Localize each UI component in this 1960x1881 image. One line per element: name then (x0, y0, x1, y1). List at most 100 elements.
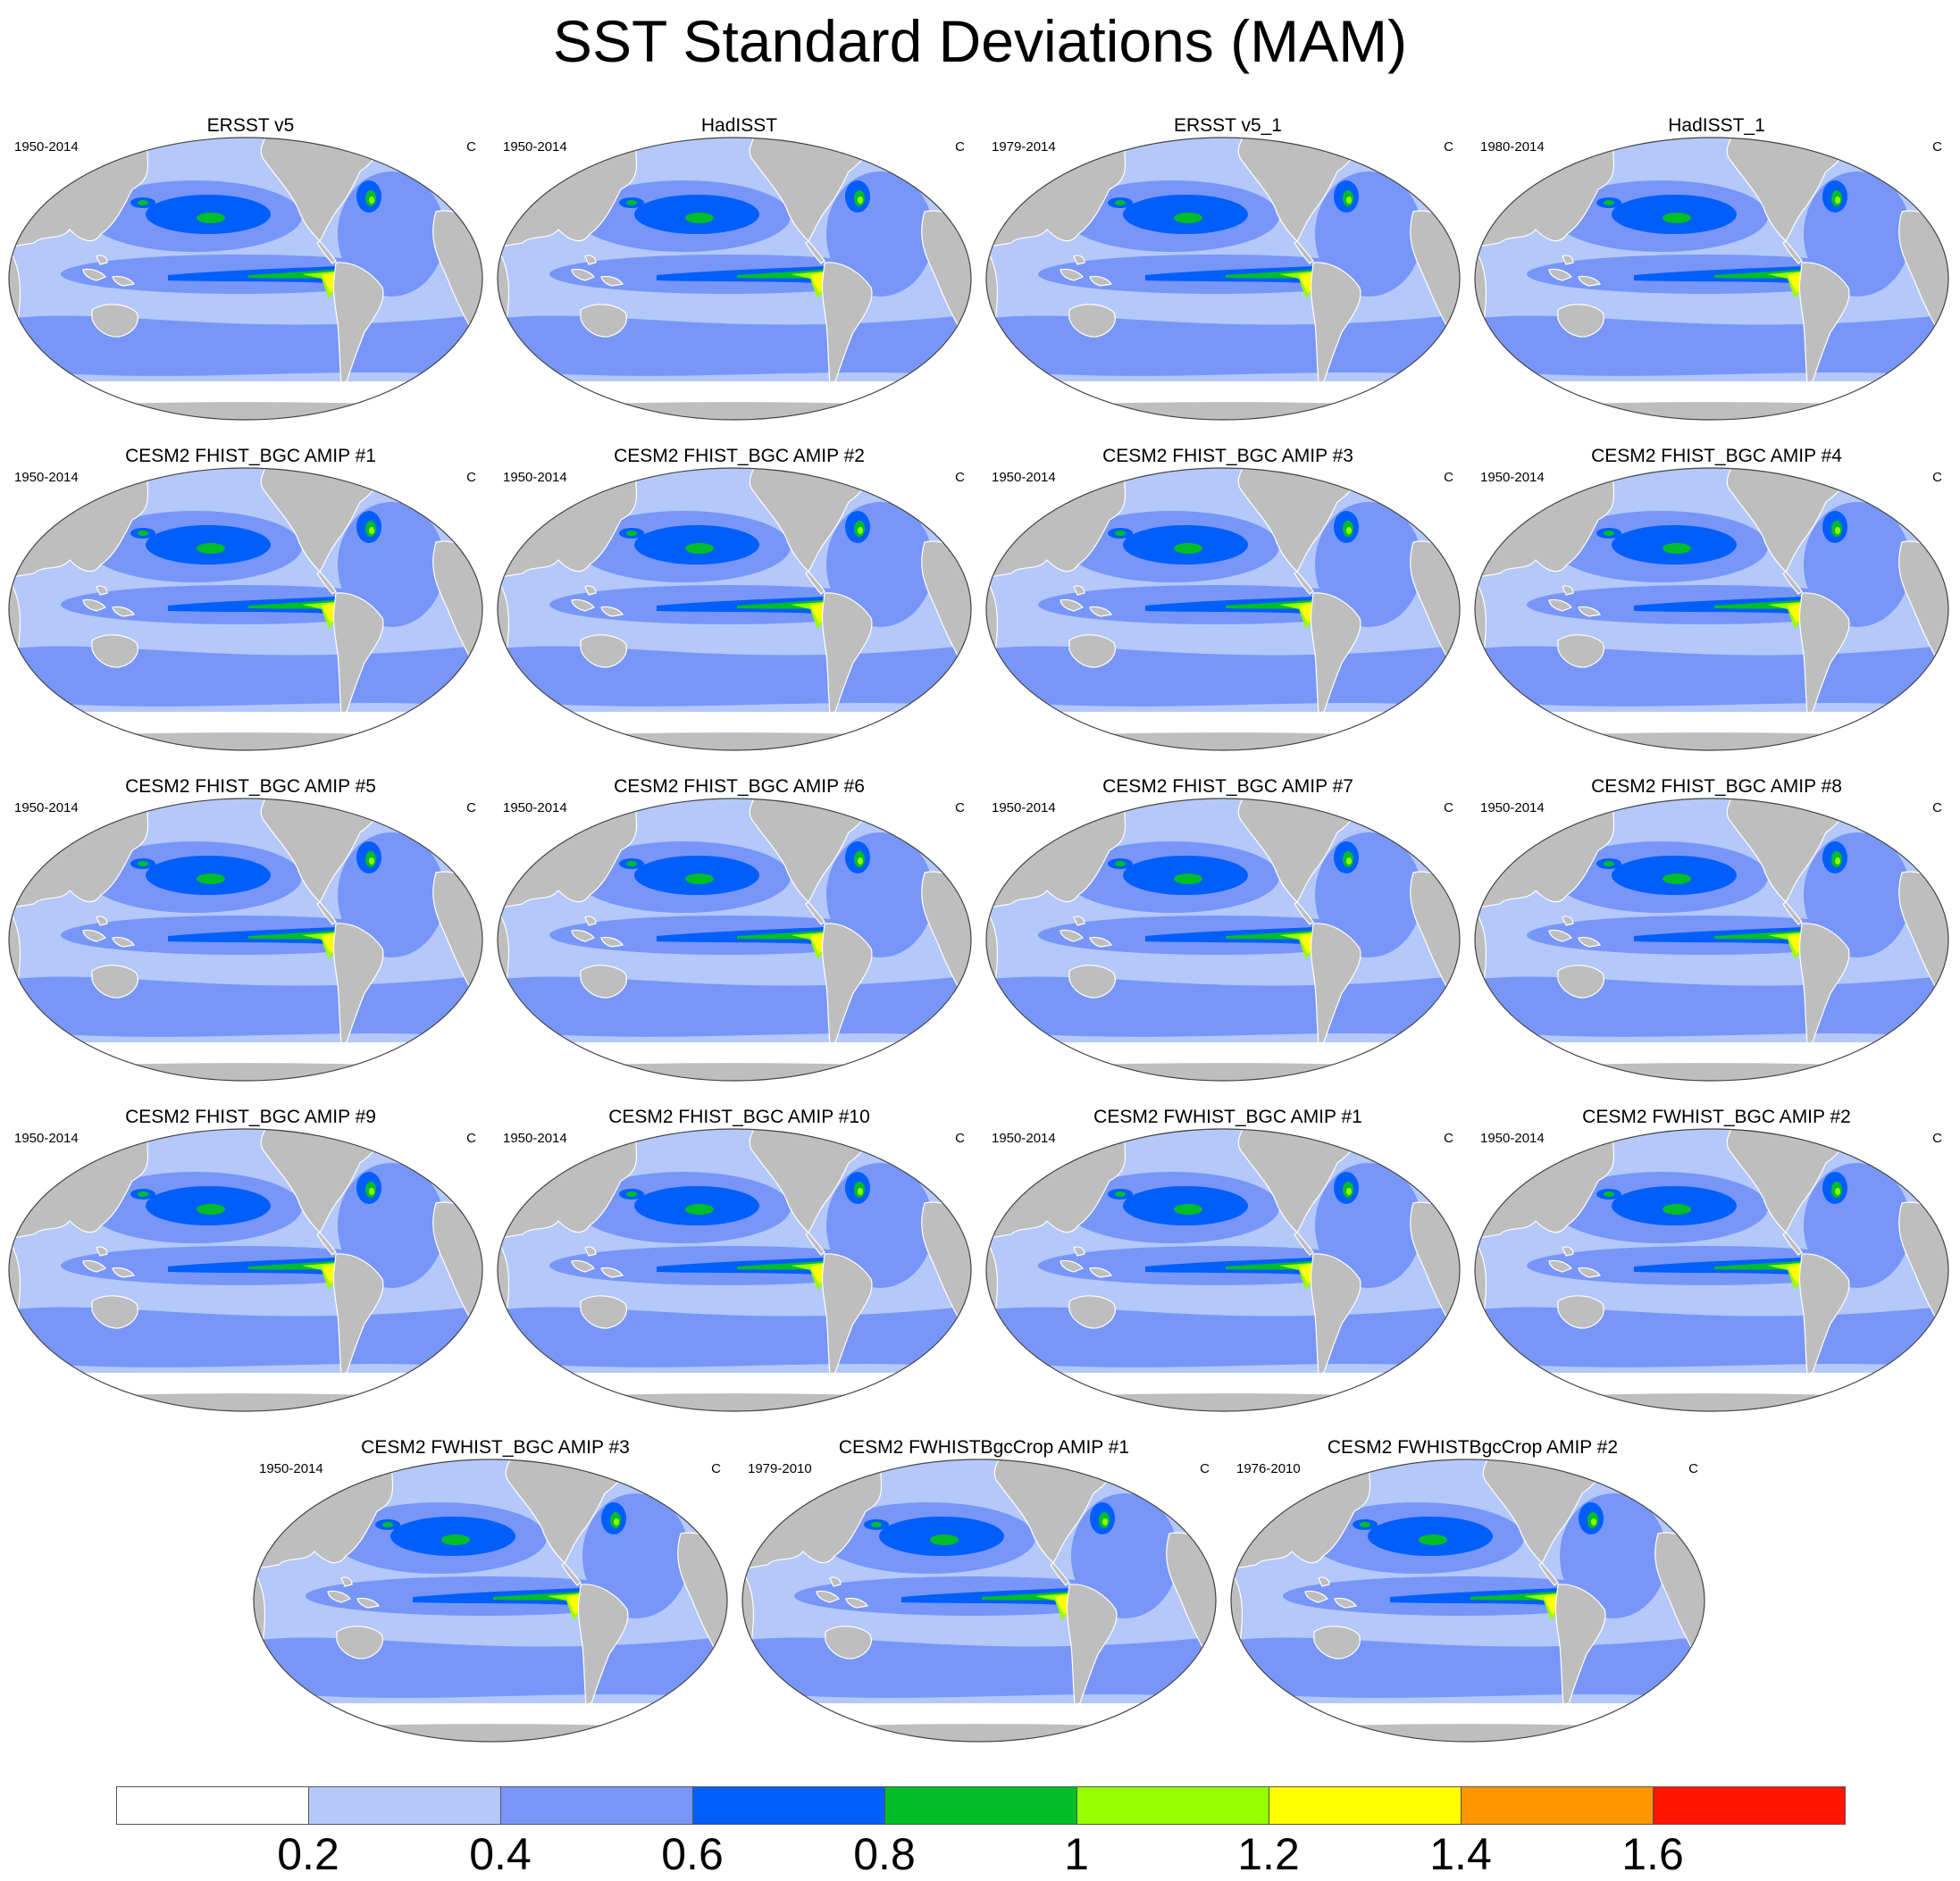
panel-units: C (1444, 470, 1453, 485)
panel-title: CESM2 FHIST_BGC AMIP #8 (1591, 776, 1842, 797)
robinson-map (497, 1128, 972, 1412)
panel-year-range: 1950-2014 (1480, 800, 1545, 815)
map-panel: CESM2 FHIST_BGC AMIP #7 1950-2014 C (984, 775, 1471, 1106)
robinson-map (497, 137, 972, 421)
robinson-map (1230, 1459, 1705, 1743)
panel-title: CESM2 FHIST_BGC AMIP #4 (1591, 446, 1842, 466)
panel-title: CESM2 FHIST_BGC AMIP #1 (125, 446, 376, 466)
robinson-map (253, 1459, 728, 1743)
panel-title: ERSST v5 (206, 115, 295, 136)
colorbar-tick-label: 1.4 (1429, 1829, 1492, 1879)
panel-units: C (1932, 139, 1942, 155)
colorbar-swatch (1461, 1786, 1654, 1825)
panel-year-range: 1950-2014 (14, 1131, 79, 1146)
panel-units: C (1444, 800, 1453, 815)
colorbar-tick-label: 1.6 (1621, 1829, 1684, 1879)
robinson-map (741, 1459, 1217, 1743)
panel-year-range: 1950-2014 (503, 139, 567, 155)
robinson-map (497, 467, 972, 751)
map-panel: CESM2 FHIST_BGC AMIP #5 1950-2014 C (7, 775, 494, 1106)
robinson-map (985, 1128, 1461, 1412)
panel-year-range: 1980-2014 (1480, 139, 1545, 155)
panel-year-range: 1950-2014 (1480, 470, 1545, 485)
robinson-map (8, 467, 483, 751)
panel-year-range: 1950-2014 (992, 800, 1056, 815)
map-panel: ERSST v5 1950-2014 C (7, 114, 494, 445)
panel-units: C (955, 800, 965, 815)
panel-title: CESM2 FHIST_BGC AMIP #2 (614, 446, 865, 466)
map-panel: CESM2 FWHISTBgcCrop AMIP #2 1976-2010 C (1229, 1436, 1716, 1767)
map-panel: HadISST 1950-2014 C (496, 114, 983, 445)
colorbar-tick-label: 0.6 (661, 1829, 724, 1879)
map-panel: ERSST v5_1 1979-2014 C (984, 114, 1471, 445)
panel-year-range: 1950-2014 (992, 470, 1056, 485)
panel-units: C (955, 139, 965, 155)
panel-title: CESM2 FWHIST_BGC AMIP #1 (1093, 1107, 1362, 1127)
panel-year-range: 1950-2014 (992, 1131, 1056, 1146)
panel-units: C (1932, 470, 1942, 485)
panel-year-range: 1950-2014 (503, 1131, 567, 1146)
map-panel: CESM2 FHIST_BGC AMIP #10 1950-2014 C (496, 1106, 983, 1436)
panel-title: CESM2 FWHISTBgcCrop AMIP #1 (838, 1437, 1130, 1458)
map-panel: CESM2 FWHIST_BGC AMIP #2 1950-2014 C (1473, 1106, 1960, 1436)
map-panel: CESM2 FHIST_BGC AMIP #6 1950-2014 C (496, 775, 983, 1106)
panel-units: C (466, 800, 476, 815)
robinson-map (8, 1128, 483, 1412)
panel-title: CESM2 FWHISTBgcCrop AMIP #2 (1327, 1437, 1619, 1458)
map-panel: CESM2 FWHISTBgcCrop AMIP #1 1979-2010 C (741, 1436, 1227, 1767)
colorbar-tick-label: 1.2 (1237, 1829, 1300, 1879)
panel-units: C (466, 1131, 476, 1146)
robinson-map (8, 137, 483, 421)
panel-year-range: 1950-2014 (14, 139, 79, 155)
panel-units: C (1444, 139, 1453, 155)
panel-title: CESM2 FHIST_BGC AMIP #7 (1102, 776, 1353, 797)
map-panel: CESM2 FHIST_BGC AMIP #2 1950-2014 C (496, 445, 983, 775)
map-panel: CESM2 FWHIST_BGC AMIP #3 1950-2014 C (252, 1436, 739, 1767)
panel-units: C (955, 1131, 965, 1146)
colorbar-swatch (1653, 1786, 1846, 1825)
colorbar-swatch (308, 1786, 501, 1825)
panel-title: CESM2 FWHIST_BGC AMIP #2 (1582, 1107, 1851, 1127)
robinson-map (985, 798, 1461, 1082)
panel-year-range: 1979-2010 (748, 1461, 812, 1476)
colorbar-tick-label: 0.2 (277, 1829, 339, 1879)
colorbar-swatch (1076, 1786, 1269, 1825)
panel-year-range: 1950-2014 (14, 470, 79, 485)
robinson-map (1474, 1128, 1949, 1412)
panel-units: C (711, 1461, 721, 1476)
panel-units: C (1688, 1461, 1698, 1476)
panel-year-range: 1950-2014 (503, 800, 567, 815)
panel-units: C (955, 470, 965, 485)
figure-title: SST Standard Deviations (MAM) (552, 8, 1408, 74)
map-panel: CESM2 FHIST_BGC AMIP #3 1950-2014 C (984, 445, 1471, 775)
colorbar-swatch (884, 1786, 1077, 1825)
panel-year-range: 1976-2010 (1236, 1461, 1301, 1476)
colorbar-swatch (1269, 1786, 1462, 1825)
map-panel: CESM2 FHIST_BGC AMIP #4 1950-2014 C (1473, 445, 1960, 775)
colorbar-tick-label: 1 (1064, 1829, 1089, 1879)
map-panel: CESM2 FHIST_BGC AMIP #9 1950-2014 C (7, 1106, 494, 1436)
colorbar-tick-label: 0.8 (853, 1829, 916, 1879)
robinson-map (1474, 467, 1949, 751)
map-panel: CESM2 FHIST_BGC AMIP #1 1950-2014 C (7, 445, 494, 775)
panel-year-range: 1979-2014 (992, 139, 1056, 155)
robinson-map (497, 798, 972, 1082)
robinson-map (1474, 798, 1949, 1082)
panel-title: ERSST v5_1 (1173, 115, 1282, 136)
colorbar-swatch (692, 1786, 885, 1825)
robinson-map (985, 467, 1461, 751)
map-panel: CESM2 FWHIST_BGC AMIP #1 1950-2014 C (984, 1106, 1471, 1436)
panel-title: CESM2 FWHIST_BGC AMIP #3 (361, 1437, 630, 1458)
panel-title: HadISST_1 (1668, 115, 1765, 136)
panel-year-range: 1950-2014 (259, 1461, 323, 1476)
panel-units: C (1200, 1461, 1210, 1476)
colorbar-tick-label: 0.4 (469, 1829, 532, 1879)
colorbar-swatch (116, 1786, 309, 1825)
panel-year-range: 1950-2014 (503, 470, 567, 485)
robinson-map (985, 137, 1461, 421)
panel-year-range: 1950-2014 (14, 800, 79, 815)
panel-units: C (1444, 1131, 1453, 1146)
colorbar-swatch (500, 1786, 693, 1825)
panel-title: CESM2 FHIST_BGC AMIP #10 (608, 1107, 870, 1127)
panel-title: CESM2 FHIST_BGC AMIP #3 (1102, 446, 1353, 466)
